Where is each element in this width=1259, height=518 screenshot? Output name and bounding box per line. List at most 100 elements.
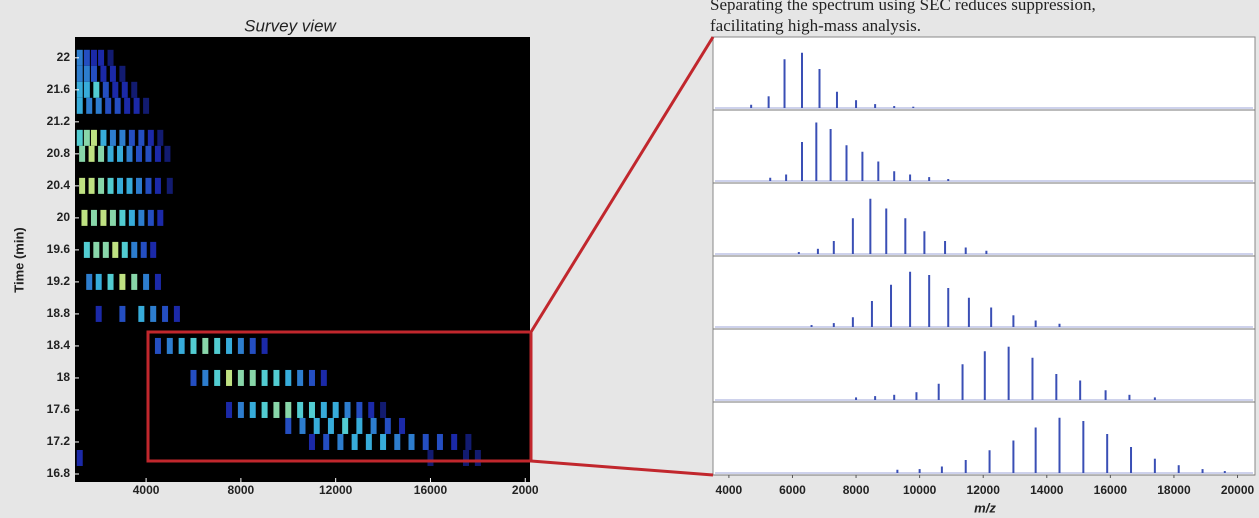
heatmap-cell [143, 273, 150, 290]
heatmap-cell [173, 305, 180, 322]
heatmap-cell [147, 209, 154, 226]
y-tick-label: 22 [57, 50, 71, 64]
heatmap-cell [90, 49, 97, 66]
heatmap-cell [474, 449, 481, 466]
heatmap-cell [100, 129, 107, 146]
heatmap-cell [98, 177, 105, 194]
heatmap-cell [102, 241, 109, 258]
heatmap-cell [76, 97, 83, 114]
heatmap-cell [166, 337, 173, 354]
caption-line: Separating the spectrum using SEC reduce… [710, 0, 1096, 14]
heatmap-cell [102, 81, 109, 98]
y-tick-label: 19.2 [47, 274, 71, 288]
heatmap-cell [356, 417, 363, 434]
heatmap-cell [119, 273, 126, 290]
x-tick-label: 2000 [512, 483, 539, 497]
heatmap-cell [76, 49, 83, 66]
heatmap-cell [261, 369, 268, 386]
heatmap-cell [93, 241, 100, 258]
heatmap-cell [436, 433, 443, 450]
heatmap-cell [112, 241, 119, 258]
heatmap-cell [285, 417, 292, 434]
heatmap-cell [109, 209, 116, 226]
heatmap-cell [408, 433, 415, 450]
heatmap-cell [308, 401, 315, 418]
x-axis-label: m/z [974, 500, 996, 515]
heatmap-cell [422, 433, 429, 450]
heatmap-cell [166, 177, 173, 194]
y-tick-label: 21.2 [47, 114, 71, 128]
heatmap-cell [98, 49, 105, 66]
heatmap-cell [83, 81, 90, 98]
y-tick-label: 19.6 [47, 242, 71, 256]
heatmap-cell [126, 145, 133, 162]
zoom-connector [530, 459, 714, 477]
heatmap-cell [131, 241, 138, 258]
heatmap-cell [107, 177, 114, 194]
x-tick-label: 14000 [1030, 483, 1064, 497]
heatmap-cell [344, 401, 351, 418]
heatmap-cell [365, 433, 372, 450]
heatmap-cell [83, 49, 90, 66]
heatmap-title: Survey view [244, 16, 337, 35]
heatmap-cell [124, 97, 131, 114]
x-tick-label: 6000 [779, 483, 806, 497]
y-tick-label: 21.6 [47, 82, 71, 96]
heatmap-cell [308, 433, 315, 450]
heatmap-cell [178, 337, 185, 354]
y-tick-label: 20.4 [47, 178, 71, 192]
heatmap-cell [138, 129, 145, 146]
heatmap-cell [135, 145, 142, 162]
x-tick-label: 4000 [133, 483, 160, 497]
heatmap-cell [380, 401, 387, 418]
heatmap-cell [394, 433, 401, 450]
heatmap-cell [214, 337, 221, 354]
heatmap-cell [117, 145, 124, 162]
x-tick-label: 12000 [319, 483, 353, 497]
heatmap-cell [98, 145, 105, 162]
heatmap-cell [79, 145, 86, 162]
heatmap-cell [150, 241, 157, 258]
y-tick-label: 18.8 [47, 306, 71, 320]
heatmap-cell [299, 417, 306, 434]
heatmap-cell [119, 65, 126, 82]
heatmap-cell [121, 241, 128, 258]
heatmap-cell [131, 273, 138, 290]
heatmap-cell [121, 81, 128, 98]
y-tick-label: 18.4 [47, 338, 71, 352]
heatmap-cell [320, 401, 327, 418]
heatmap-cell [114, 97, 121, 114]
heatmap-cell [190, 369, 197, 386]
x-tick-label: 10000 [903, 483, 937, 497]
heatmap-cell [164, 145, 171, 162]
heatmap-cell [83, 65, 90, 82]
heatmap-cell [380, 433, 387, 450]
heatmap-cell [157, 129, 164, 146]
x-tick-label: 4000 [716, 483, 743, 497]
heatmap-cell [273, 369, 280, 386]
y-tick-label: 18 [57, 370, 71, 384]
heatmap-cell [107, 49, 114, 66]
heatmap-cell [202, 337, 209, 354]
heatmap-cell [95, 305, 102, 322]
heatmap-cell [399, 417, 406, 434]
y-tick-label: 17.2 [47, 434, 71, 448]
heatmap-cell [154, 337, 161, 354]
heatmap-cell [237, 369, 244, 386]
heatmap-cell [368, 401, 375, 418]
heatmap-cell [112, 81, 119, 98]
heatmap-cell [107, 145, 114, 162]
heatmap-cell [147, 129, 154, 146]
heatmap-cell [76, 81, 83, 98]
heatmap-cell [95, 273, 102, 290]
heatmap-cell [76, 65, 83, 82]
heatmap-cell [463, 449, 470, 466]
heatmap-cell [226, 401, 233, 418]
heatmap-cell [451, 433, 458, 450]
x-tick-label: 16000 [1094, 483, 1128, 497]
heatmap-cell [138, 305, 145, 322]
heatmap-cell [76, 129, 83, 146]
heatmap-cell [370, 417, 377, 434]
